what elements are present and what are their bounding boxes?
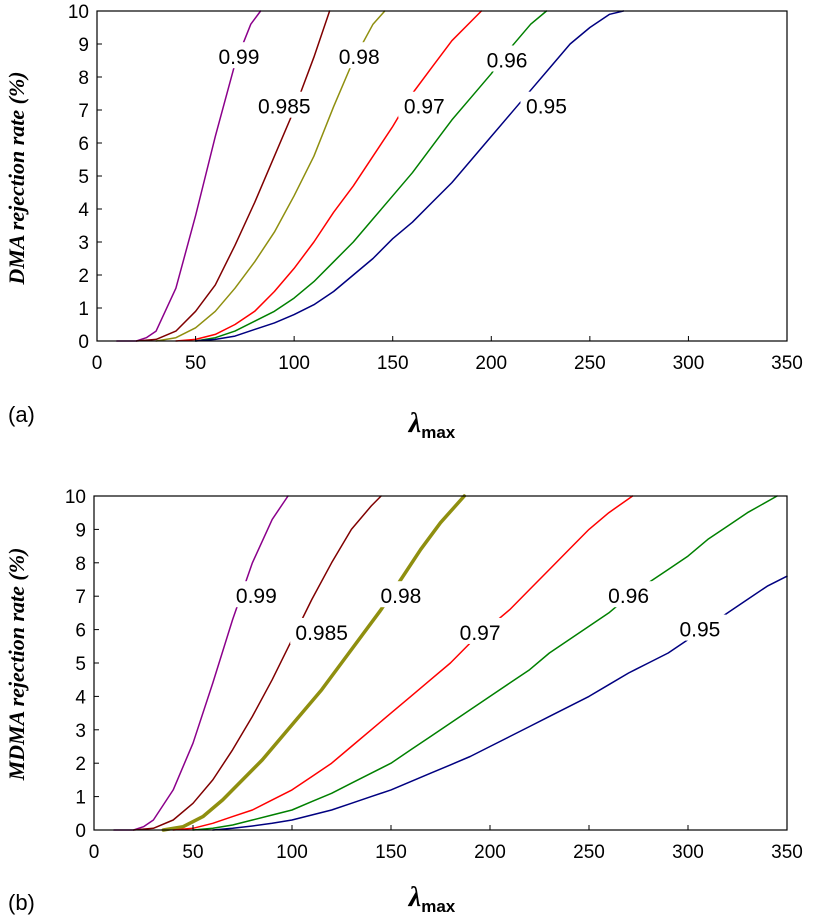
- chart-b-y-tick-4: 4: [75, 687, 86, 708]
- chart-a-series-0-96-line: [194, 10, 548, 342]
- chart-a-curve-label-0-98: 0.98: [339, 46, 380, 69]
- chart-a-y-tick-5: 5: [78, 167, 89, 188]
- chart-panel-b: (b) MDMA rejection rate (%) λmax 0.99 0.9…: [4, 487, 803, 916]
- chart-a-y-tick-7: 7: [78, 101, 89, 122]
- chart-a-curve-label-0-985: 0.985: [258, 96, 311, 119]
- chart-a-label-bg-0-96: [481, 45, 534, 72]
- chart-b-x-axis-label: λmax: [408, 882, 456, 916]
- chart-a-y-tick-1: 1: [78, 299, 89, 320]
- chart-b-y-tick-9: 9: [75, 520, 86, 541]
- chart-a-series-0-95-line: [194, 10, 625, 342]
- chart-b-y-tick-1: 1: [75, 788, 86, 809]
- chart-a-panel-label: (a): [8, 402, 35, 427]
- chart-b-x-tick-350: 350: [771, 842, 803, 863]
- chart-b-y-tick-5: 5: [75, 654, 86, 675]
- chart-b-y-tick-0: 0: [75, 821, 86, 842]
- chart-b-series-0-98-line: [161, 494, 467, 832]
- chart-b-label-bg-0-985: [290, 617, 354, 644]
- chart-a-series-0-97-line: [175, 10, 483, 342]
- chart-a-curve-label-0-96: 0.96: [487, 50, 528, 73]
- chart-b-x-tick-200: 200: [474, 842, 506, 863]
- chart-a-y-tick-3: 3: [78, 233, 89, 254]
- chart-b-x-tick-300: 300: [672, 842, 704, 863]
- chart-b-x-tick-100: 100: [276, 842, 308, 863]
- chart-a-curve-label-0-97: 0.97: [404, 96, 445, 119]
- chart-b-y-tick-8: 8: [75, 554, 86, 575]
- chart-a-y-tick-0: 0: [78, 332, 89, 353]
- chart-b-x-tick-0: 0: [89, 842, 100, 863]
- chart-b-x-tick-150: 150: [375, 842, 407, 863]
- chart-b-y-tick-3: 3: [75, 721, 86, 742]
- chart-b-label-bg-0-98: [374, 581, 427, 608]
- chart-a-y-tick-4: 4: [78, 200, 89, 221]
- chart-b-label-bg-0-97: [454, 617, 507, 644]
- chart-a-label-bg-0-99: [212, 42, 265, 69]
- chart-a-x-axis-label-main: λ: [408, 408, 421, 439]
- chart-b-label-bg-0-95: [673, 614, 726, 641]
- chart-b-series-0-985-line: [132, 495, 382, 831]
- chart-a-plot-frame: [96, 10, 788, 342]
- chart-b-curve-label-0-95: 0.95: [679, 619, 720, 642]
- chart-b-curve-label-0-96: 0.96: [608, 585, 649, 608]
- chart-a-curve-label-0-95: 0.95: [526, 96, 567, 119]
- chart-a-label-bg-0-98: [333, 42, 386, 69]
- chart-a-y-tick-8: 8: [78, 68, 89, 89]
- chart-a-x-tick-300: 300: [673, 353, 705, 374]
- chart-a-x-tick-150: 150: [377, 353, 409, 374]
- chart-b-y-axis-label: MDMA rejection rate (%): [4, 548, 29, 782]
- chart-b-series-0-97-line: [172, 495, 634, 831]
- chart-a-y-tick-2: 2: [78, 266, 89, 287]
- chart-b-series-0-95-line: [212, 575, 788, 831]
- chart-b-label-bg-0-96: [602, 581, 655, 608]
- chart-b-label-bg-0-99: [230, 581, 283, 608]
- chart-a-y-axis-label: DMA rejection rate (%): [4, 71, 29, 285]
- chart-a-y-tick-9: 9: [78, 35, 89, 56]
- chart-b-series-0-96-line: [192, 495, 778, 831]
- chart-b-curve-label-0-985: 0.985: [295, 622, 348, 645]
- chart-panel-a: (a) DMA rejection rate (%) λmax 0.99 0.98…: [4, 2, 803, 442]
- chart-a-x-axis-label: λmax: [408, 408, 456, 442]
- chart-a-label-bg-0-97: [398, 91, 451, 118]
- chart-b-x-axis-label-main: λ: [408, 882, 421, 913]
- chart-a-x-tick-250: 250: [574, 353, 606, 374]
- chart-a-x-tick-350: 350: [771, 353, 803, 374]
- chart-b-y-tick-10: 10: [65, 487, 86, 508]
- chart-a-y-tick-6: 6: [78, 134, 89, 155]
- chart-a-x-tick-50: 50: [185, 353, 206, 374]
- chart-a-label-bg-0-95: [520, 91, 573, 118]
- chart-b-x-tick-250: 250: [573, 842, 605, 863]
- chart-b-y-tick-7: 7: [75, 587, 86, 608]
- chart-a-y-tick-10: 10: [68, 2, 89, 23]
- chart-a-curve-label-0-99: 0.99: [219, 46, 260, 69]
- chart-b-panel-label: (b): [8, 890, 35, 915]
- chart-b-x-axis-label-sub: max: [421, 897, 456, 916]
- chart-b-y-tick-6: 6: [75, 621, 86, 642]
- chart-b-plot-frame: [93, 495, 788, 831]
- chart-b-x-tick-50: 50: [182, 842, 203, 863]
- chart-b-curve-label-0-98: 0.98: [380, 585, 421, 608]
- chart-b-curve-label-0-97: 0.97: [460, 622, 501, 645]
- chart-a-x-tick-100: 100: [278, 353, 310, 374]
- chart-b-y-tick-2: 2: [75, 754, 86, 775]
- chart-b-series-0-99-line: [113, 495, 289, 831]
- chart-b-curve-label-0-99: 0.99: [236, 585, 277, 608]
- chart-a-x-axis-label-sub: max: [421, 423, 456, 442]
- chart-a-label-bg-0-985: [252, 91, 316, 118]
- chart-a-x-tick-0: 0: [92, 353, 103, 374]
- chart-a-x-tick-200: 200: [475, 353, 507, 374]
